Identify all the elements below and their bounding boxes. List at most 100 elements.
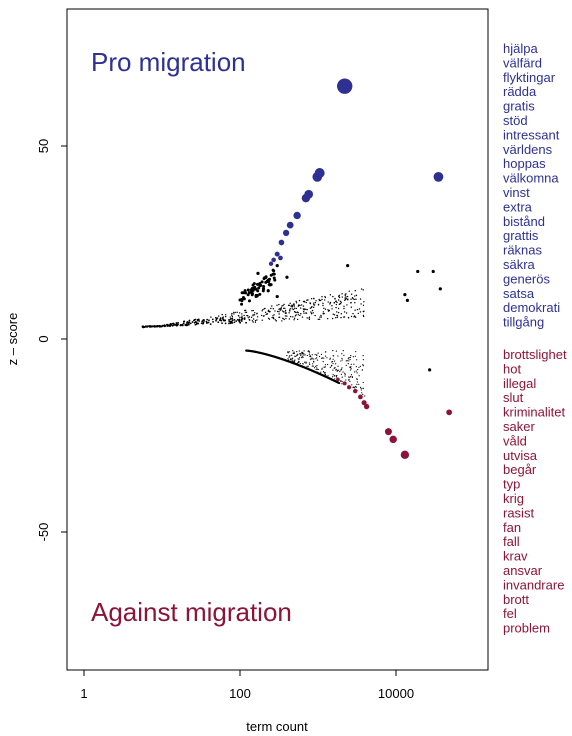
data-point: [300, 353, 302, 355]
data-point: [256, 319, 258, 321]
data-point: [302, 305, 305, 307]
data-point: [312, 363, 314, 365]
data-point: [282, 304, 284, 307]
data-point: [321, 298, 323, 301]
data-point: [313, 297, 315, 300]
data-point: [212, 320, 214, 323]
y-tick-label: -50: [36, 523, 51, 542]
data-point: [344, 375, 346, 377]
data-point: [194, 323, 197, 326]
data-point: [252, 314, 254, 317]
data-point: [250, 292, 254, 296]
data-point: [354, 316, 357, 318]
against-word: begår: [503, 462, 537, 477]
data-point: [299, 314, 301, 317]
data-point: [208, 319, 210, 322]
data-point: [309, 307, 312, 309]
outlier-point: [256, 271, 260, 275]
data-point: [305, 301, 307, 304]
data-point: [349, 380, 351, 382]
data-point: [322, 313, 324, 315]
data-point: [292, 352, 294, 354]
data-point: [348, 290, 351, 292]
data-point: [344, 294, 346, 297]
data-point: [339, 302, 342, 305]
data-point: [298, 361, 300, 364]
data-point: [337, 369, 340, 371]
data-point: [293, 317, 296, 319]
data-point: [343, 305, 345, 308]
data-point: [352, 356, 354, 358]
outlier-point: [403, 293, 407, 297]
data-point: [345, 312, 348, 314]
against-point: [346, 385, 352, 390]
outlier-point: [285, 275, 289, 279]
data-point: [315, 368, 317, 371]
data-point: [313, 304, 316, 306]
against-word: ansvar: [503, 563, 543, 578]
data-point: [338, 296, 341, 299]
data-point: [351, 297, 354, 299]
data-point: [353, 386, 355, 388]
against-point: [400, 450, 410, 459]
x-tick-label: 10000: [378, 686, 414, 701]
data-point: [308, 317, 310, 319]
data-point: [348, 360, 350, 362]
data-point: [317, 304, 320, 306]
pro-word: vinst: [503, 185, 530, 200]
data-point: [334, 297, 336, 300]
data-point: [321, 357, 323, 359]
data-point: [343, 311, 346, 313]
data-point: [298, 299, 301, 302]
data-point: [362, 387, 364, 389]
data-point: [307, 299, 309, 301]
data-point: [181, 323, 184, 326]
data-point: [172, 322, 175, 325]
data-point: [312, 312, 314, 314]
data-point: [310, 306, 313, 309]
data-point: [241, 313, 243, 315]
data-point: [271, 316, 273, 319]
data-point: [286, 354, 288, 357]
against-word: hot: [503, 361, 521, 376]
outlier-point: [261, 287, 266, 291]
data-point: [244, 311, 246, 313]
data-point: [324, 364, 327, 366]
pro-word: demokrati: [503, 300, 560, 315]
data-point: [229, 316, 231, 318]
data-point: [348, 357, 350, 359]
data-point: [326, 317, 329, 320]
data-point: [308, 350, 310, 352]
data-point: [228, 319, 230, 321]
data-point: [308, 353, 311, 355]
data-point: [234, 311, 236, 314]
data-point: [303, 352, 305, 355]
data-point: [245, 321, 247, 324]
data-point: [292, 308, 295, 311]
data-point: [354, 385, 357, 388]
against-word: utvisa: [503, 448, 538, 463]
data-point: [347, 363, 349, 365]
against-point: [389, 435, 397, 444]
data-point: [284, 311, 286, 313]
data-point: [341, 357, 343, 359]
data-point: [343, 307, 345, 310]
data-point: [354, 355, 356, 357]
data-point: [252, 282, 256, 286]
against-word: krig: [503, 491, 524, 506]
data-point: [224, 315, 227, 318]
data-point: [361, 369, 363, 371]
pro-word: extra: [503, 199, 533, 214]
data-point: [354, 387, 356, 389]
plot-frame: [66, 8, 489, 671]
data-point: [339, 300, 342, 302]
data-point: [194, 318, 197, 321]
pro-point: [293, 211, 301, 220]
data-point: [300, 354, 302, 357]
data-point: [345, 298, 348, 300]
data-point: [306, 365, 308, 367]
data-point: [263, 315, 265, 317]
data-point: [228, 322, 230, 325]
data-point: [221, 313, 223, 316]
data-point: [279, 307, 281, 310]
